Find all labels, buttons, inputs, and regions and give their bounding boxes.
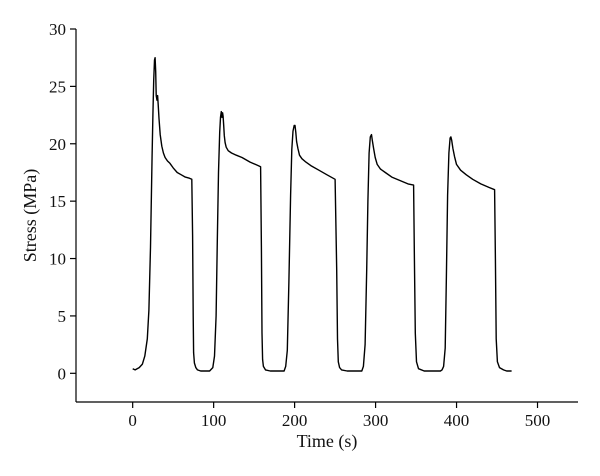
y-tick-label: 15: [49, 192, 66, 211]
y-axis-title: Stress (MPa): [20, 169, 41, 263]
series-group: [132, 57, 512, 372]
x-tick-label: 0: [128, 411, 137, 430]
stress-series-line: [132, 57, 512, 372]
y-tick-label: 10: [49, 250, 66, 269]
y-tick-label: 25: [49, 77, 66, 96]
axes: [75, 29, 578, 403]
x-tick-label: 100: [201, 411, 227, 430]
y-tick-label: 20: [49, 135, 66, 154]
x-axis-title: Time (s): [297, 431, 358, 452]
tick-marks: 0 100 200 300 400 500 0 5 10 15 20 25 30: [49, 20, 550, 430]
x-tick-label: 200: [282, 411, 308, 430]
y-tick-label: 30: [49, 20, 66, 39]
x-tick-label: 400: [444, 411, 470, 430]
x-tick-label: 300: [363, 411, 389, 430]
y-tick-label: 5: [58, 307, 67, 326]
x-tick-label: 500: [525, 411, 551, 430]
y-tick-label: 0: [58, 364, 67, 383]
